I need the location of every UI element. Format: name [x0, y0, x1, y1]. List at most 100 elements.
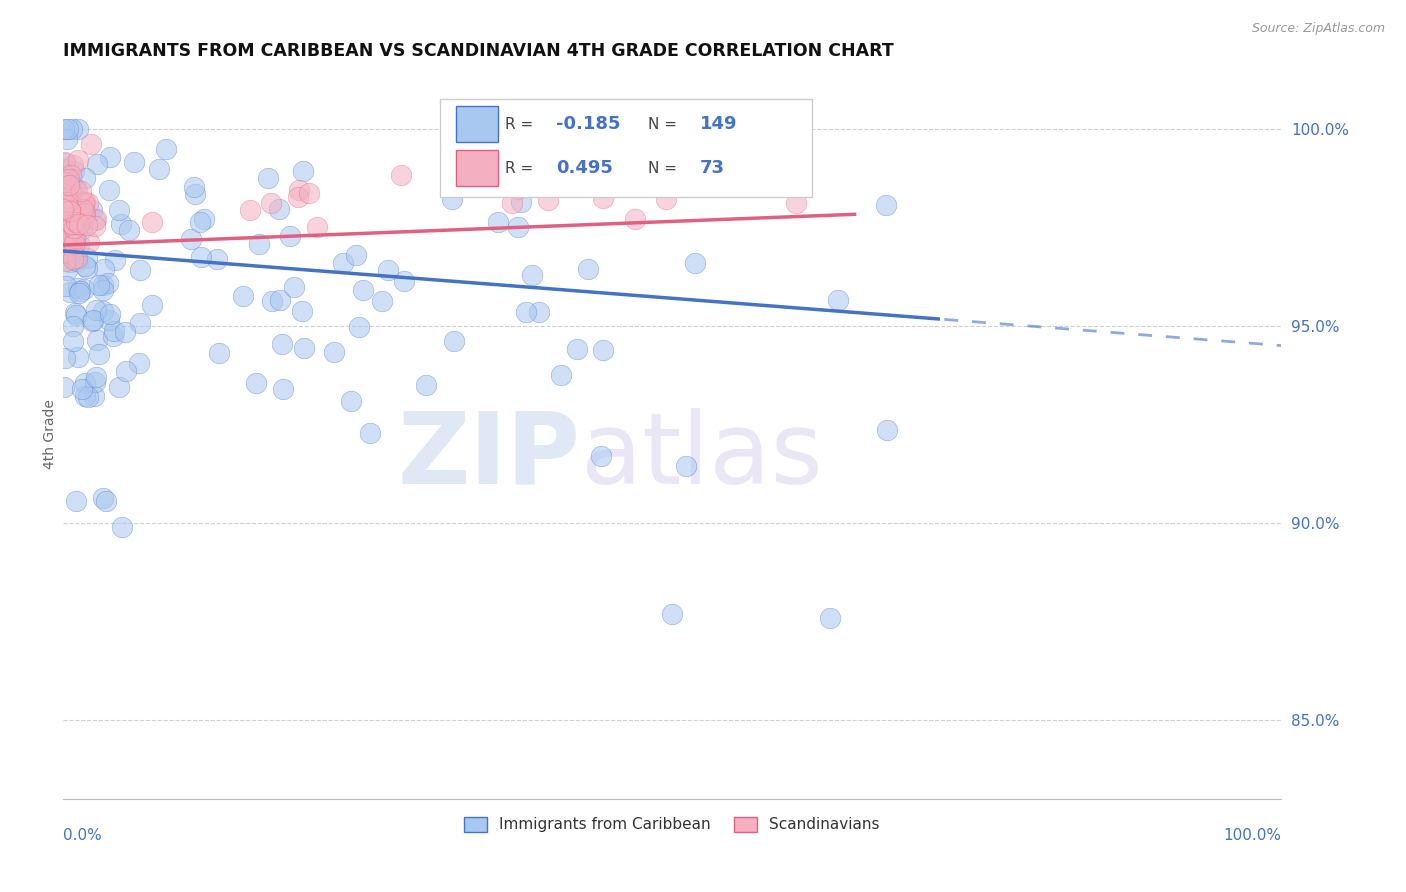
- Point: [53, 238, 76, 252]
- Point: [59, 203, 82, 218]
- Point: [73, 204, 96, 219]
- Point: [67, 121, 90, 136]
- Point: [91, 277, 114, 292]
- Point: [550, 368, 572, 383]
- Text: R =: R =: [505, 117, 538, 132]
- Point: [392, 274, 415, 288]
- Point: [53, 198, 76, 212]
- Point: [66, 251, 89, 265]
- Point: [56, 204, 79, 219]
- Point: [443, 334, 465, 348]
- Point: [371, 293, 394, 308]
- Point: [271, 383, 294, 397]
- Text: atlas: atlas: [581, 408, 823, 505]
- Point: [501, 196, 523, 211]
- Point: [83, 389, 105, 403]
- Point: [65, 199, 87, 213]
- Point: [84, 370, 107, 384]
- Point: [59, 203, 82, 218]
- Point: [111, 520, 134, 534]
- Point: [56, 190, 79, 204]
- Point: [59, 168, 82, 182]
- Point: [62, 220, 84, 235]
- Point: [60, 218, 83, 232]
- Point: [190, 250, 212, 264]
- Point: [508, 182, 530, 196]
- Point: [287, 189, 309, 203]
- Point: [231, 289, 253, 303]
- Point: [128, 263, 150, 277]
- Point: [239, 202, 262, 217]
- Point: [65, 214, 87, 228]
- Point: [269, 202, 291, 216]
- Point: [72, 202, 94, 217]
- Point: [60, 217, 83, 231]
- Point: [108, 379, 131, 393]
- Text: 100.0%: 100.0%: [1223, 828, 1281, 843]
- Point: [53, 221, 76, 235]
- Point: [515, 305, 537, 319]
- FancyBboxPatch shape: [456, 150, 498, 186]
- Point: [118, 223, 141, 237]
- Point: [128, 316, 150, 330]
- Point: [288, 183, 311, 197]
- Point: [59, 184, 82, 198]
- Point: [82, 313, 104, 327]
- Point: [59, 203, 82, 218]
- Point: [67, 350, 90, 364]
- Point: [53, 216, 76, 230]
- Point: [53, 245, 76, 260]
- Point: [128, 356, 150, 370]
- Point: [292, 341, 315, 355]
- Point: [655, 192, 678, 206]
- Point: [591, 450, 613, 464]
- Point: [377, 263, 399, 277]
- Point: [758, 170, 780, 185]
- Point: [352, 284, 374, 298]
- Point: [260, 196, 283, 211]
- Point: [291, 304, 314, 318]
- Point: [52, 220, 75, 235]
- Point: [80, 203, 103, 218]
- Point: [506, 220, 529, 235]
- Point: [55, 232, 77, 246]
- Point: [67, 237, 90, 252]
- Point: [103, 328, 125, 343]
- Point: [576, 261, 599, 276]
- Point: [256, 170, 278, 185]
- Point: [441, 192, 464, 206]
- Point: [75, 208, 97, 222]
- Point: [62, 206, 84, 220]
- Point: [592, 191, 614, 205]
- Point: [97, 312, 120, 326]
- Point: [72, 196, 94, 211]
- Point: [52, 156, 75, 170]
- Point: [84, 212, 107, 227]
- Point: [84, 212, 107, 227]
- Point: [415, 378, 437, 392]
- Point: [655, 161, 678, 175]
- Point: [52, 175, 75, 189]
- Point: [592, 343, 614, 358]
- Text: 0.495: 0.495: [557, 159, 613, 178]
- Point: [454, 167, 477, 181]
- Point: [62, 318, 84, 333]
- Point: [76, 219, 98, 233]
- Text: R =: R =: [505, 161, 538, 176]
- Point: [96, 493, 118, 508]
- Point: [60, 121, 83, 136]
- Point: [55, 132, 77, 146]
- Point: [104, 253, 127, 268]
- Point: [65, 238, 87, 252]
- Point: [63, 237, 86, 252]
- Point: [344, 247, 367, 261]
- Point: [827, 293, 849, 307]
- Point: [67, 286, 90, 301]
- Text: N =: N =: [648, 161, 682, 176]
- Point: [89, 347, 111, 361]
- Point: [52, 234, 75, 248]
- Point: [59, 180, 82, 194]
- Text: IMMIGRANTS FROM CARIBBEAN VS SCANDINAVIAN 4TH GRADE CORRELATION CHART: IMMIGRANTS FROM CARIBBEAN VS SCANDINAVIA…: [63, 42, 893, 60]
- Point: [58, 212, 80, 227]
- Point: [63, 181, 86, 195]
